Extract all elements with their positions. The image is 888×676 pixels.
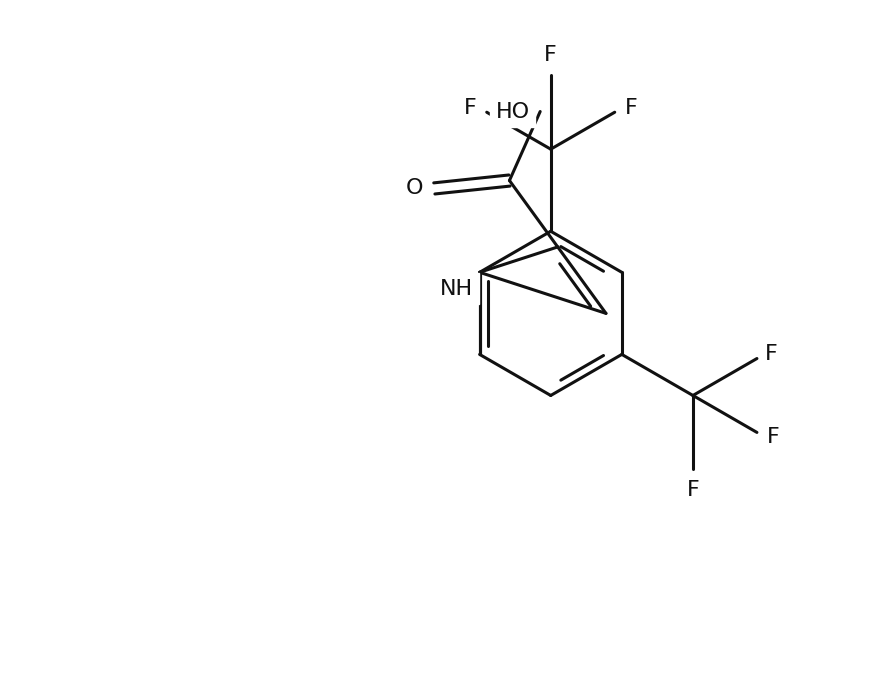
Text: F: F bbox=[686, 480, 700, 500]
Text: F: F bbox=[766, 427, 780, 447]
Text: F: F bbox=[765, 344, 778, 364]
Text: HO: HO bbox=[496, 101, 529, 122]
Text: O: O bbox=[406, 178, 424, 199]
Text: F: F bbox=[624, 98, 638, 118]
Text: NH: NH bbox=[440, 279, 473, 299]
Text: F: F bbox=[544, 45, 557, 65]
Text: F: F bbox=[464, 98, 477, 118]
